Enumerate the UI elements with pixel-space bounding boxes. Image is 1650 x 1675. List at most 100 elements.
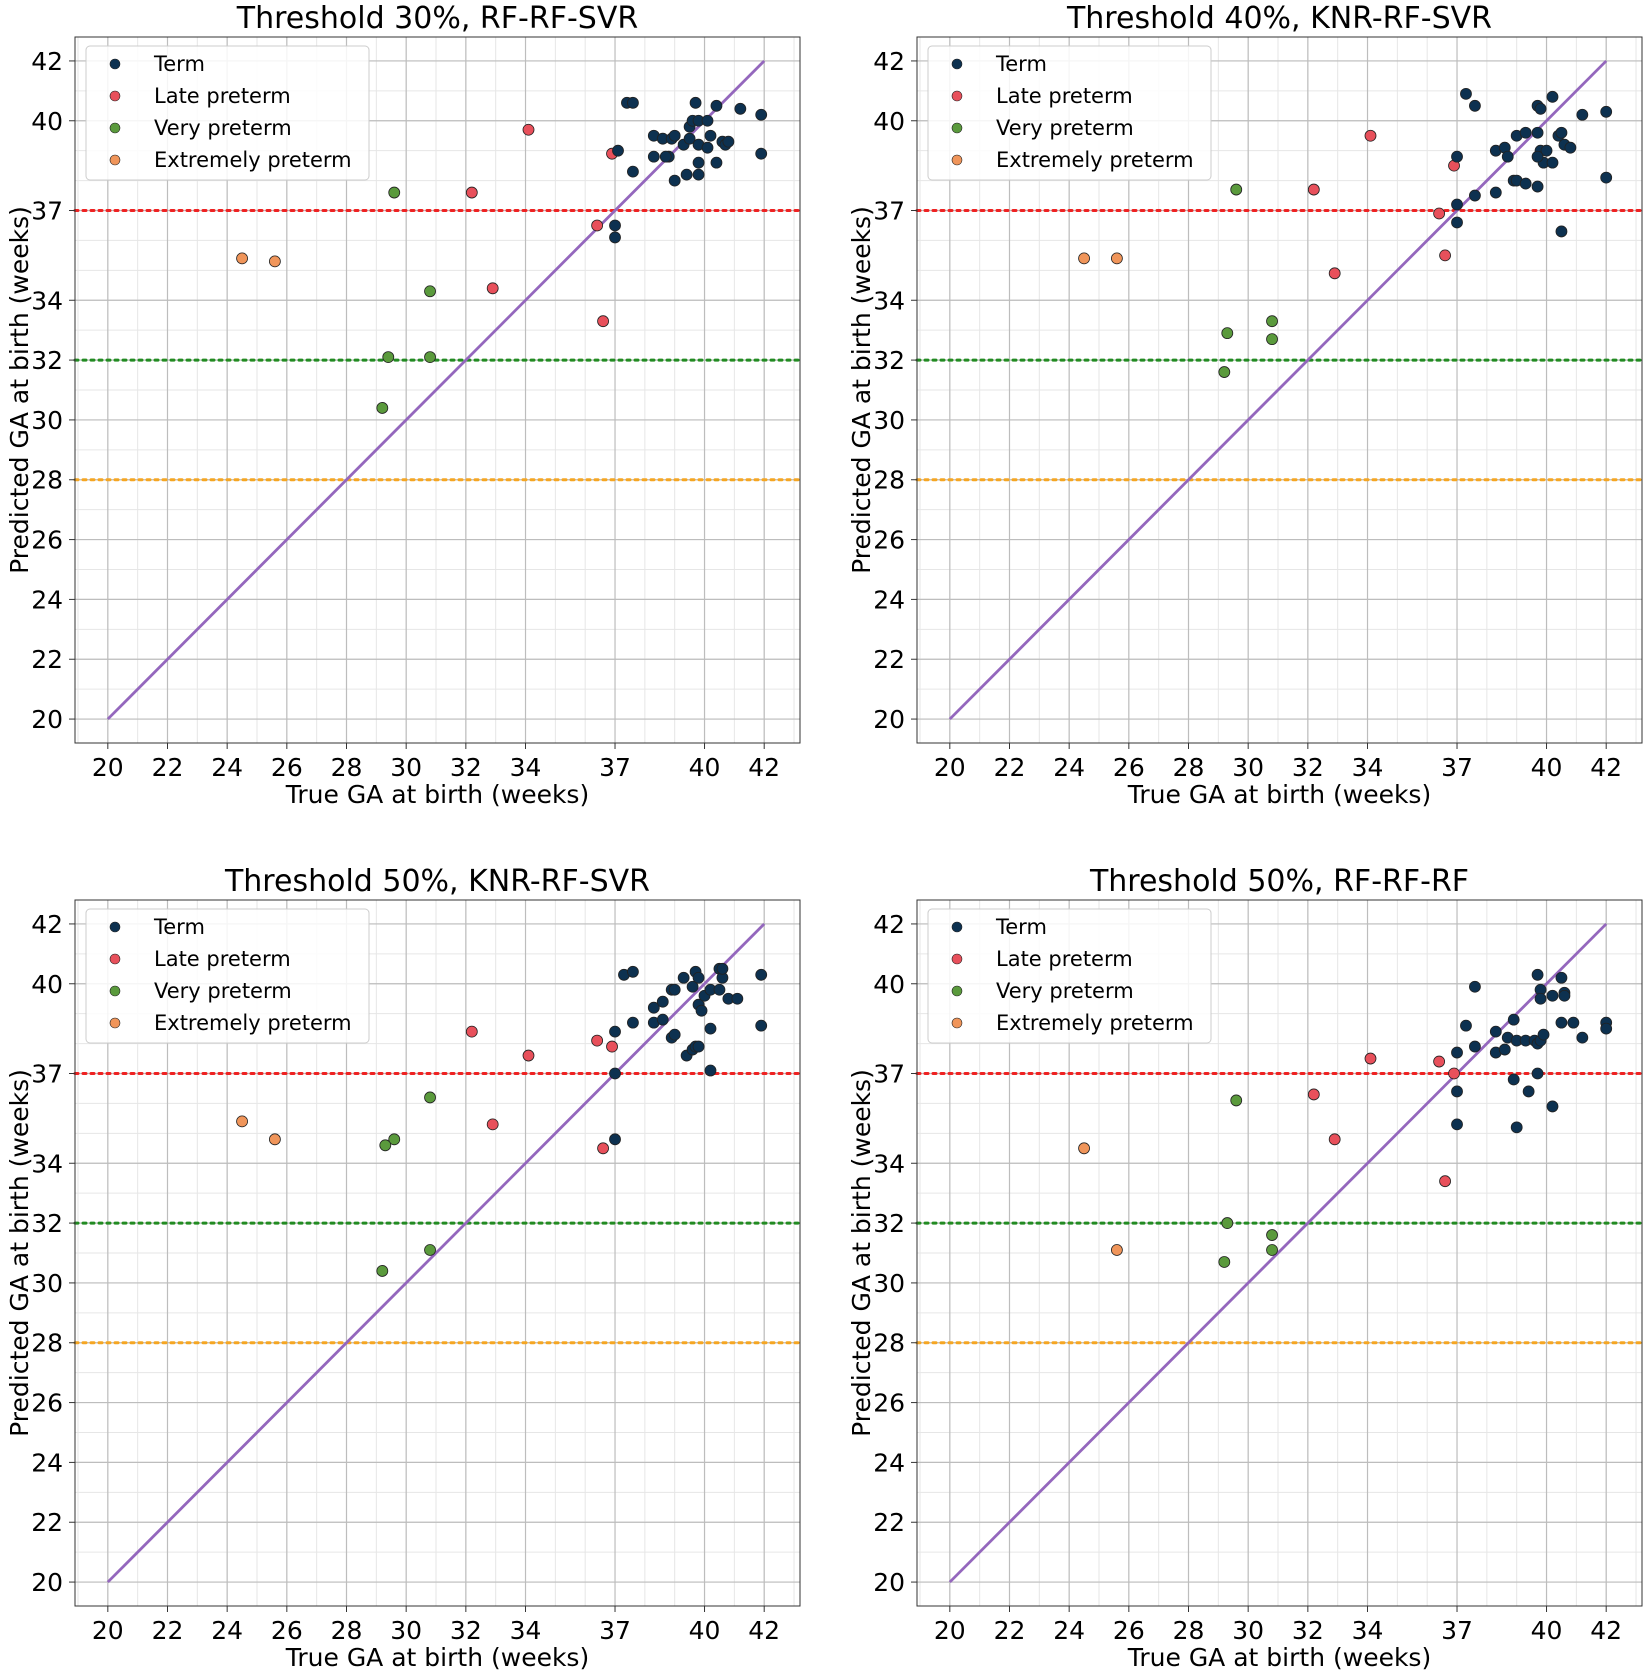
x-tick-label: 30	[1232, 1616, 1264, 1645]
point-term	[1531, 968, 1544, 981]
legend-box	[927, 45, 1212, 181]
point-term	[1558, 989, 1571, 1002]
x-tick-label: 30	[390, 1616, 422, 1645]
chart-title: Threshold 50%, RF-RF-RF	[1089, 864, 1469, 899]
chart-title: Threshold 40%, KNR-RF-SVR	[1066, 1, 1492, 36]
point-late-preterm	[1448, 1067, 1460, 1080]
y-tick-label: 20	[31, 705, 63, 734]
point-term	[627, 965, 639, 978]
y-tick-label: 30	[873, 406, 905, 435]
x-tick-label: 37	[1441, 1616, 1473, 1645]
y-tick-label: 37	[873, 1060, 905, 1089]
legend-marker-term	[951, 58, 963, 70]
tick-labels: 20 22 24 26 28 30 32 34 37 40 42 20 22 24 26 28 30 32 34 37…	[873, 910, 1622, 1645]
y-tick-label: 22	[31, 1508, 63, 1537]
point-very-preterm	[1266, 315, 1278, 328]
point-very-preterm	[1221, 327, 1234, 340]
axes-frame	[74, 899, 801, 1607]
y-axis-label: Predicted GA at birth (weeks)	[5, 1069, 34, 1437]
point-term	[668, 1028, 681, 1041]
x-axis-label: True GA at birth (weeks)	[1127, 780, 1431, 809]
point-late-preterm	[1364, 129, 1377, 142]
point-term	[1451, 198, 1463, 211]
point-term	[755, 968, 768, 981]
y-tick-label: 37	[31, 197, 63, 226]
point-term	[704, 1064, 717, 1077]
point-late-preterm	[1439, 1175, 1451, 1188]
point-term	[1555, 225, 1568, 238]
legend-label-extremely-preterm: Extremely preterm	[154, 148, 352, 172]
x-tick-label: 34	[510, 1616, 542, 1645]
point-term	[683, 132, 696, 145]
point-term	[1498, 1043, 1511, 1056]
point-term	[692, 156, 705, 169]
identity-line	[106, 922, 766, 1584]
point-term	[692, 971, 705, 984]
y-tick-label: 24	[31, 1448, 63, 1477]
y-axis-label: Predicted GA at birth (weeks)	[847, 1069, 876, 1437]
x-tick-label: 26	[271, 1616, 303, 1645]
x-tick-label: 42	[1590, 1616, 1622, 1645]
legend-label-term: Term	[995, 52, 1047, 76]
x-tick-label: 32	[450, 1616, 482, 1645]
y-tick-label: 40	[31, 970, 63, 999]
point-term	[627, 165, 639, 178]
x-axis-label: True GA at birth (weeks)	[1127, 1643, 1431, 1672]
legend-marker-extremely-preterm	[951, 154, 963, 166]
point-term	[710, 156, 723, 169]
x-tick-label: 32	[1292, 753, 1324, 782]
point-extremely-preterm	[1078, 1142, 1090, 1155]
subplot-threshold-50-knr-rf-svr: Threshold 50%, KNR-RF-SVR 20 22 24 26 28 30 32…	[5, 864, 802, 1672]
point-term	[1522, 1085, 1535, 1098]
point-term	[1546, 90, 1559, 103]
point-extremely-preterm	[236, 252, 248, 265]
x-tick-label: 22	[994, 753, 1026, 782]
point-term	[1546, 156, 1559, 169]
point-term	[755, 108, 768, 121]
point-late-preterm	[591, 1034, 604, 1047]
x-tick-label: 24	[211, 753, 243, 782]
y-tick-label: 32	[31, 346, 63, 375]
point-term	[1567, 1016, 1580, 1029]
y-tick-label: 22	[31, 645, 63, 674]
point-late-preterm	[486, 1118, 499, 1131]
legend-label-very-preterm: Very preterm	[154, 116, 292, 140]
axes-frame	[916, 899, 1643, 1607]
x-axis-label: True GA at birth (weeks)	[285, 780, 589, 809]
point-term	[1537, 1028, 1550, 1041]
legend-label-extremely-preterm: Extremely preterm	[996, 148, 1194, 172]
point-late-preterm	[597, 315, 609, 328]
legend-marker-very-preterm	[951, 985, 963, 997]
y-tick-label: 24	[873, 585, 905, 614]
point-term	[692, 168, 705, 181]
point-very-preterm	[376, 1265, 389, 1277]
x-tick-label: 22	[152, 753, 184, 782]
legend-label-very-preterm: Very preterm	[996, 116, 1134, 140]
y-tick-label: 34	[873, 1149, 905, 1178]
legend-marker-very-preterm	[109, 122, 121, 134]
point-term	[647, 1001, 660, 1014]
legend-label-extremely-preterm: Extremely preterm	[154, 1011, 352, 1035]
subplot-threshold-30-rf-rf-svr: Threshold 30%, RF-RF-SVR 20 22 24 26 28 30 32 3…	[5, 1, 802, 809]
point-late-preterm	[1439, 249, 1451, 262]
reference-lines	[73, 209, 802, 482]
point-very-preterm	[376, 402, 389, 414]
x-tick-label: 24	[1053, 1616, 1085, 1645]
point-term	[1451, 216, 1463, 229]
point-term	[1507, 1073, 1520, 1086]
point-term	[1576, 108, 1589, 121]
x-tick-label: 40	[689, 753, 721, 782]
point-term	[1469, 1040, 1481, 1053]
legend-label-term: Term	[153, 915, 205, 939]
point-term	[1546, 989, 1559, 1002]
legend-box	[85, 45, 370, 181]
subplot-threshold-40-knr-rf-svr: Threshold 40%, KNR-RF-SVR 20 22 24 26 28 30 32…	[847, 1, 1644, 809]
x-tick-label: 32	[450, 753, 482, 782]
point-term	[1489, 1025, 1502, 1038]
point-term	[1469, 980, 1481, 993]
point-term	[1451, 150, 1463, 163]
point-term	[1600, 105, 1613, 118]
point-very-preterm	[1218, 1256, 1231, 1268]
point-term	[689, 96, 702, 109]
